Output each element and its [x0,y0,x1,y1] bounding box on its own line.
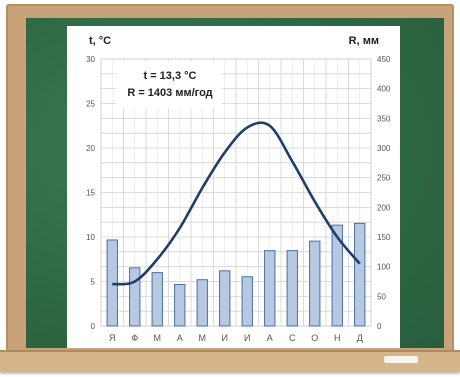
right-axis-title: R, мм [349,35,379,47]
right-axis-tick-label: 400 [377,85,391,94]
annotation-mean-temperature: t = 13,3 °C [143,70,196,82]
right-axis-tick-label: 250 [377,174,391,183]
tick-labels: 051015202530050100150200250300350400450Я… [86,55,391,343]
temperature-line [112,121,361,286]
precipitation-bar [286,250,298,327]
left-axis-title: t, °C [89,35,111,47]
temperature-line-group [112,121,361,286]
left-axis-tick-label: 10 [86,233,95,242]
precipitation-bar [196,279,208,327]
month-tick-label: А [267,333,273,343]
left-axis-tick-label: 0 [91,322,96,331]
annotation-annual-precipitation: R = 1403 мм/год [127,87,212,99]
precipitation-bar [129,267,141,327]
climate-chart: 051015202530050100150200250300350400450Я… [86,35,391,343]
precipitation-bar [151,272,163,327]
month-tick-label: Н [334,333,341,343]
right-axis-tick-label: 200 [377,203,391,212]
month-tick-label: И [244,333,250,343]
month-tick-label: Д [357,333,363,343]
month-tick-label: М [199,333,207,343]
left-axis-tick-label: 30 [86,55,95,64]
right-axis-tick-label: 50 [377,292,386,301]
right-axis-tick-label: 450 [377,55,391,64]
precipitation-bar [264,250,276,327]
month-tick-label: М [154,333,162,343]
grid [100,58,372,327]
precipitation-bar [241,276,253,327]
annotation-box [116,61,222,109]
precipitation-bar [219,270,231,327]
month-tick-label: Я [109,333,116,343]
left-axis-tick-label: 20 [86,144,95,153]
left-axis-tick-label: 15 [86,189,95,198]
right-axis-tick-label: 0 [377,322,382,331]
chalkboard-ledge [0,350,460,372]
month-tick-label: И [222,333,228,343]
precipitation-bar [354,222,366,327]
left-axis-tick-label: 5 [91,278,96,287]
precipitation-bar [309,240,321,327]
month-tick-label: А [177,333,183,343]
month-tick-label: Ф [131,333,138,343]
left-axis-tick-label: 25 [86,100,95,109]
right-axis-tick-label: 350 [377,114,391,123]
month-tick-label: О [311,333,318,343]
right-axis-tick-label: 150 [377,233,391,242]
right-axis-tick-label: 100 [377,263,391,272]
precipitation-bar [174,283,186,327]
month-tick-label: С [289,333,296,343]
climate-chart-panel: 0 5 10 15 20 25 30 0 50 100 150 200 250 300 350 400 450 Я… [67,26,400,348]
precipitation-bar [331,224,343,327]
right-axis-tick-label: 300 [377,144,391,153]
chalk-piece [384,356,418,363]
